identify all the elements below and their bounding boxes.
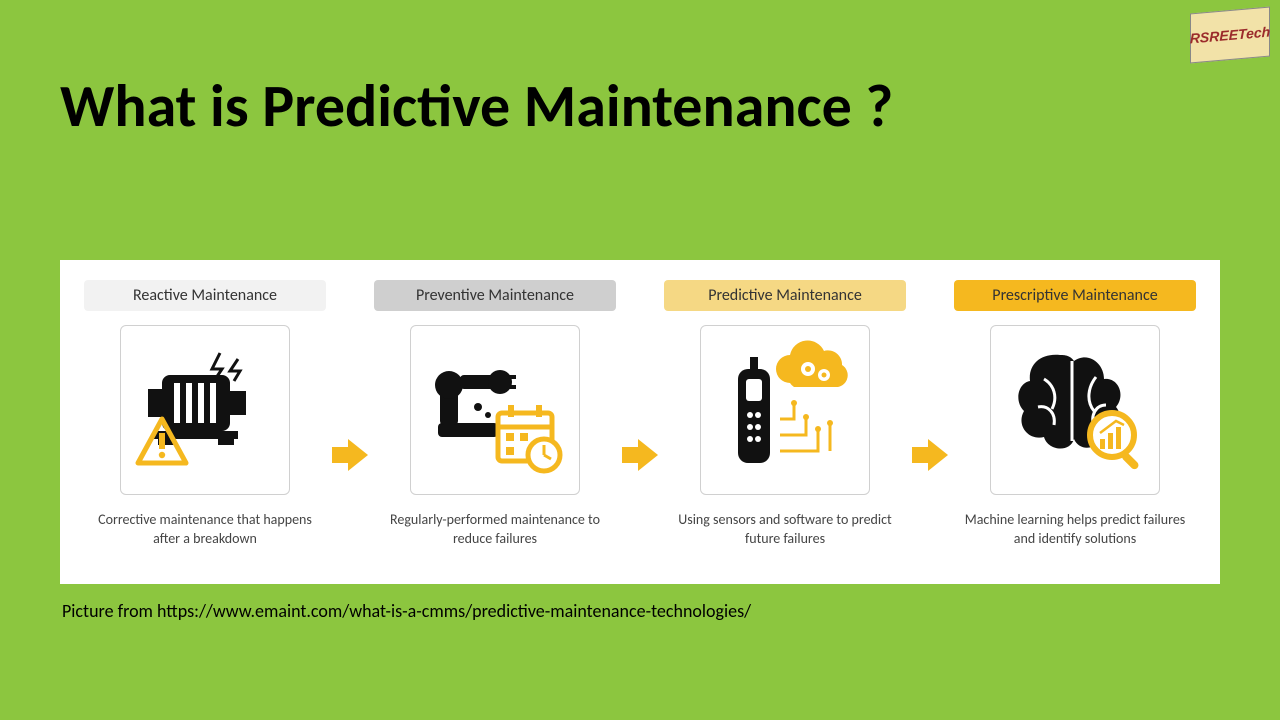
brain-search-icon [1000, 335, 1150, 485]
step-icon-box [990, 325, 1160, 495]
step-header: Prescriptive Maintenance [954, 280, 1196, 311]
step-header: Reactive Maintenance [84, 280, 326, 311]
step-desc: Corrective maintenance that happens afte… [84, 511, 326, 549]
step-icon-box [700, 325, 870, 495]
robot-calendar-icon [420, 335, 570, 485]
step-desc: Using sensors and software to predict fu… [664, 511, 906, 549]
brand-logo-text: RSREETech [1190, 23, 1270, 46]
arrow-right-icon [910, 435, 950, 475]
source-caption: Picture from https://www.emaint.com/what… [62, 600, 751, 622]
step-prescriptive: Prescriptive Maintenance [954, 280, 1196, 549]
slide-background: RSREETech What is Predictive Maintenance… [0, 0, 1280, 720]
arrow [326, 280, 374, 560]
arrow-right-icon [620, 435, 660, 475]
sensor-cloud-icon [710, 335, 860, 485]
step-desc: Machine learning helps predict failures … [954, 511, 1196, 549]
arrow [616, 280, 664, 560]
step-predictive: Predictive Maintenance [664, 280, 906, 549]
step-preventive: Preventive Maintenance [374, 280, 616, 549]
maintenance-panel: Reactive Maintenance [60, 260, 1220, 584]
slide-title: What is Predictive Maintenance ? [60, 70, 1220, 143]
step-icon-box [410, 325, 580, 495]
brand-logo: RSREETech [1190, 7, 1270, 64]
step-header: Preventive Maintenance [374, 280, 616, 311]
step-icon-box [120, 325, 290, 495]
step-header: Predictive Maintenance [664, 280, 906, 311]
arrow [906, 280, 954, 560]
motor-warning-icon [130, 335, 280, 485]
step-desc: Regularly-performed maintenance to reduc… [374, 511, 616, 549]
step-reactive: Reactive Maintenance [84, 280, 326, 549]
arrow-right-icon [330, 435, 370, 475]
